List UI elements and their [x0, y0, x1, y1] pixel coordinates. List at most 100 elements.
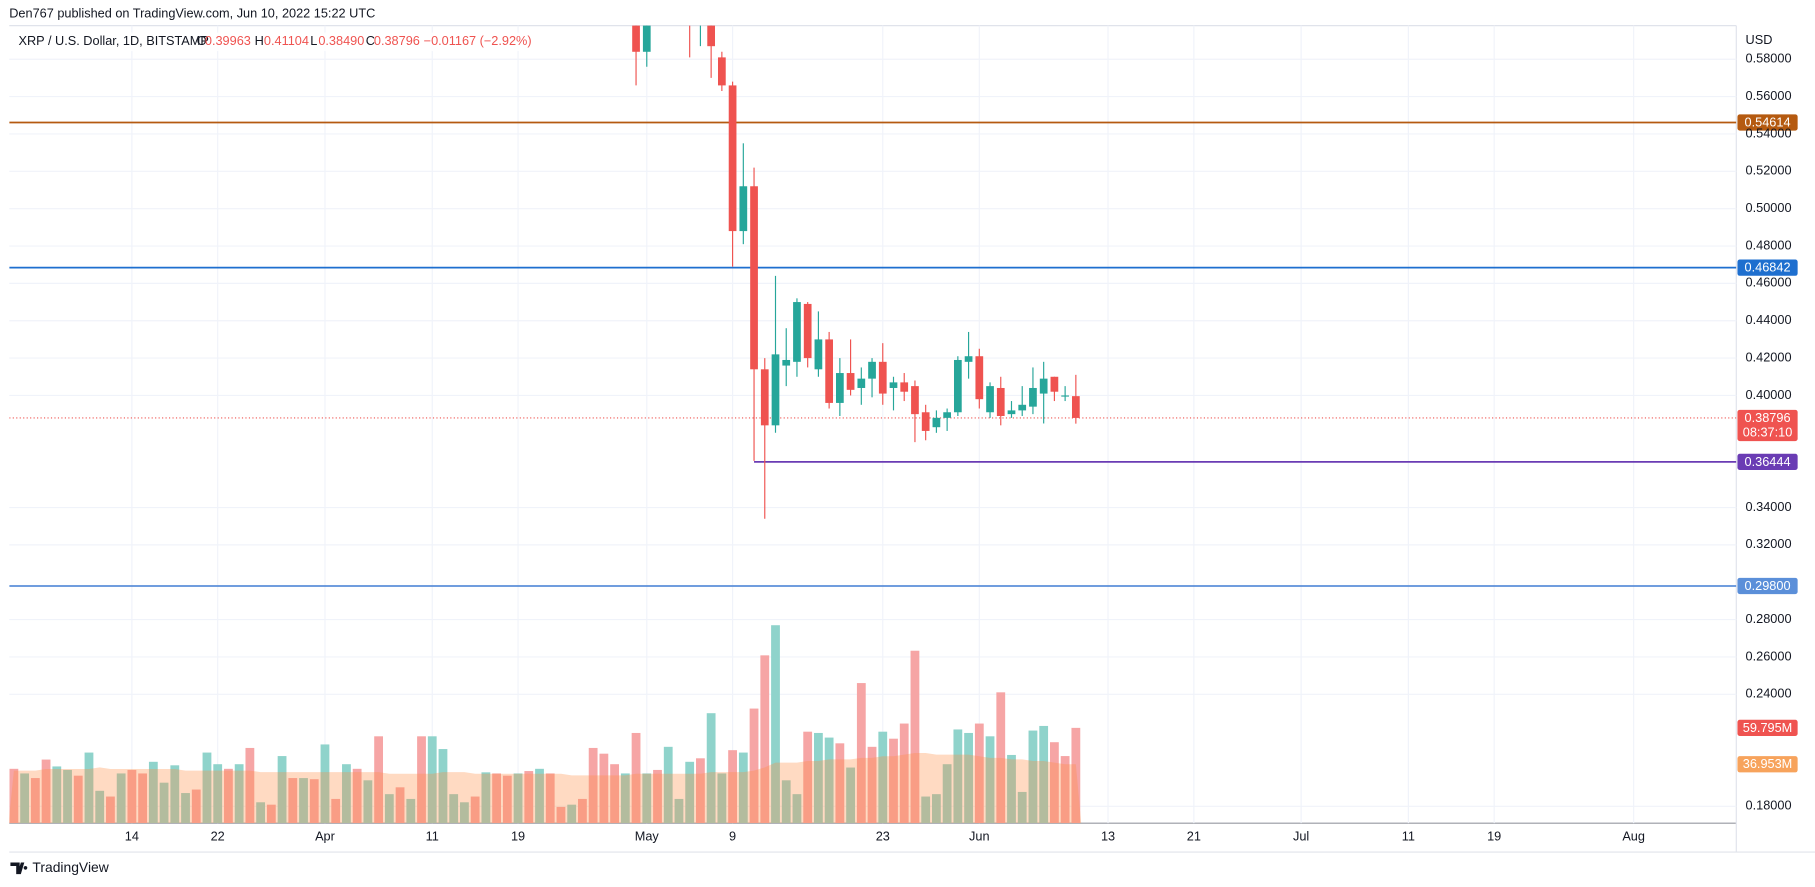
volume-bar: [502, 775, 512, 824]
y-tick-label: 0.40000: [1746, 387, 1792, 402]
y-tick-label: 0.58000: [1746, 51, 1792, 66]
volume-bar: [663, 746, 673, 824]
level-label-box: [1737, 577, 1798, 595]
volume-bar: [599, 753, 609, 824]
volume-ma-area: [9, 753, 1082, 824]
candle-body: [793, 302, 801, 362]
grid: [9, 25, 1737, 824]
volume-bar: [749, 708, 759, 824]
y-tick-label: 0.18000: [1746, 798, 1792, 813]
volume-bar: [631, 732, 641, 824]
candle-body: [642, 25, 651, 52]
x-tick-label: 14: [125, 828, 139, 843]
volume-bar: [30, 778, 40, 824]
countdown-label: 08:37:10: [1743, 424, 1793, 439]
candle-body: [739, 186, 748, 232]
level-label: 0.54614: [1745, 114, 1791, 129]
y-tick-label: 0.44000: [1746, 312, 1792, 327]
volume-bar: [299, 778, 308, 824]
footer-brand: TradingView: [32, 859, 109, 875]
volume-bar: [492, 773, 501, 824]
candle-body: [975, 356, 984, 400]
volume-bar: [1028, 730, 1038, 824]
volume-bar: [1071, 727, 1081, 824]
volume-label: 36.953M: [1743, 756, 1793, 771]
candle-body: [1061, 395, 1069, 397]
candle-body: [632, 25, 640, 52]
volume-bar: [427, 736, 437, 824]
level-label-box: [1737, 114, 1798, 131]
volume-bar: [449, 794, 459, 824]
volume-bar: [417, 736, 426, 824]
candle-body: [1050, 376, 1059, 392]
plot-area: [9, 25, 1737, 824]
level-label: 0.36444: [1745, 454, 1791, 469]
candle-body: [964, 356, 973, 362]
candle-body: [696, 25, 705, 26]
volume-bar: [1049, 742, 1059, 824]
footer-logo: [10, 862, 28, 875]
volume-bar: [438, 749, 448, 824]
x-tick-label: 22: [211, 828, 225, 843]
candle-body: [878, 361, 887, 394]
legend-low: 0.38490: [318, 33, 364, 48]
y-tick-label: 0.46000: [1746, 275, 1792, 290]
volume-bar: [84, 752, 94, 824]
candle-body: [814, 339, 823, 370]
volume-bar: [653, 769, 662, 824]
volume-bar: [535, 768, 544, 824]
volume-bar: [127, 769, 137, 824]
x-tick-label: Apr: [315, 828, 336, 843]
volume-bar: [256, 802, 266, 824]
volume-bar: [738, 752, 748, 824]
candle-body: [996, 387, 1005, 416]
volume-bar: [63, 769, 72, 824]
volume-bar: [760, 655, 770, 824]
volume-bar: [406, 798, 416, 824]
candle-body: [718, 57, 726, 86]
volume-bar: [824, 737, 834, 824]
volume-bar: [792, 794, 802, 824]
volume-bar: [513, 773, 523, 824]
volume-bar: [910, 650, 920, 824]
overlay: 0.546140.468420.364440.298000.3879608:37…: [13, 32, 1798, 773]
volume-bar: [374, 736, 384, 824]
volume-bar: [460, 802, 469, 824]
volume-bar: [1060, 756, 1070, 824]
volume-bar: [771, 625, 780, 824]
legend-open: 0.39963: [205, 33, 251, 48]
volume-bar: [191, 789, 201, 824]
volume-bar: [309, 779, 319, 824]
candle-body: [1039, 378, 1048, 394]
volume-bar: [20, 773, 30, 824]
x-tick-label: 19: [511, 828, 525, 843]
volume-bar: [996, 692, 1006, 824]
volume-bar: [964, 732, 973, 824]
volume-bar: [52, 766, 62, 824]
volume-bar: [395, 787, 405, 824]
candle-body: [771, 354, 780, 426]
volume-bar: [696, 758, 705, 824]
candle-body: [760, 369, 769, 426]
volume-bar: [213, 764, 223, 824]
volume-bar: [320, 744, 330, 824]
volume-bar: [41, 759, 51, 824]
volume-label-box: [1737, 756, 1798, 773]
volume-bar: [953, 729, 963, 824]
volume-bar: [578, 798, 587, 824]
volume-bar: [288, 778, 298, 824]
candle-body: [803, 303, 812, 359]
volume-bar: [620, 773, 630, 824]
volume-bar: [95, 790, 105, 824]
candle-body: [707, 25, 715, 47]
candle-body: [782, 359, 791, 366]
volume-bar: [685, 761, 695, 824]
volume-bar: [545, 773, 555, 824]
y-tick-label: 0.24000: [1746, 686, 1792, 701]
level-label: 0.46842: [1745, 260, 1791, 275]
volume-bar: [856, 683, 866, 824]
candle-body: [953, 359, 962, 413]
volume-label: 59.795M: [1743, 720, 1793, 735]
volume-bar: [159, 782, 169, 824]
